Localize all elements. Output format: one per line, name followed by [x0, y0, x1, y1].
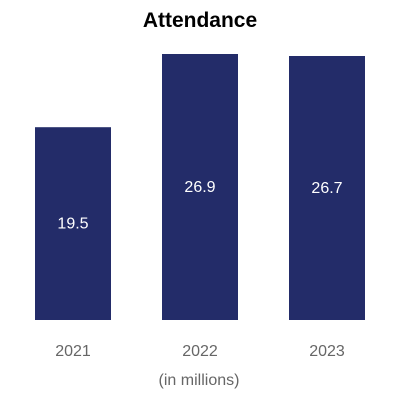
bar-value-label-2023: 26.7 [311, 180, 342, 197]
bars-group [35, 54, 365, 320]
bar-labels-group: 19.5 26.9 26.7 [57, 179, 342, 233]
bar-2022 [162, 54, 238, 320]
chart-title: Attendance [143, 9, 257, 32]
bar-2023 [289, 56, 365, 320]
x-tick-label-2023: 2023 [309, 343, 345, 360]
bar-value-label-2022: 26.9 [184, 179, 215, 196]
bar-2021 [35, 127, 111, 320]
x-axis-label: (in millions) [159, 372, 240, 389]
x-tick-label-2021: 2021 [55, 343, 91, 360]
x-axis-tick-labels: 2021 2022 2023 [55, 343, 345, 360]
bar-value-label-2021: 19.5 [57, 216, 88, 233]
x-tick-label-2022: 2022 [182, 343, 218, 360]
